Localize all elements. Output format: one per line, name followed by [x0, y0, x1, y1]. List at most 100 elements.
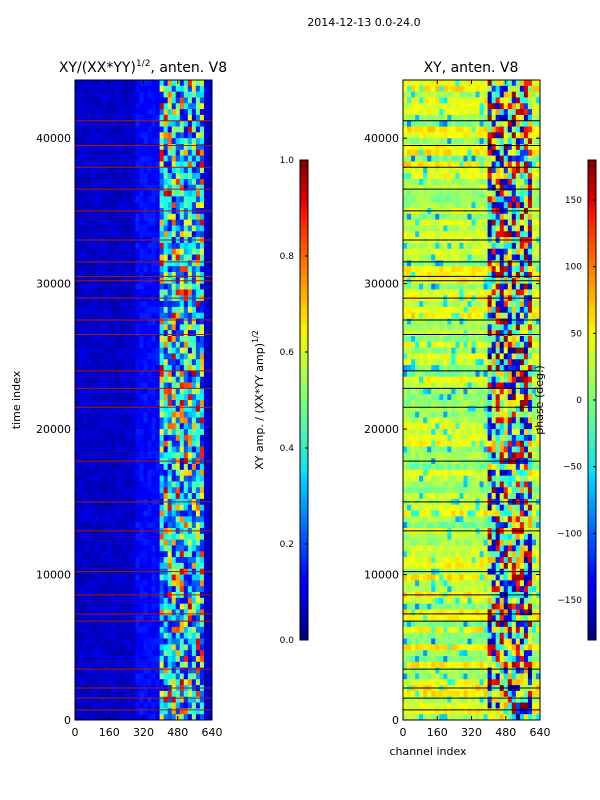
left-heatmap-cell [115, 85, 120, 93]
left-heatmap-cell [115, 400, 120, 407]
left-heatmap-cell [83, 562, 88, 570]
right-heatmap-cell [459, 109, 464, 116]
left-heatmap-cell [195, 696, 201, 703]
left-heatmap-cell [199, 405, 205, 413]
left-heatmap-cell [91, 411, 96, 418]
left-heatmap-cell [183, 376, 189, 383]
left-heatmap-cell [115, 126, 120, 133]
left-heatmap-cell [103, 586, 108, 593]
left-heatmap-cell [75, 679, 80, 686]
right-heatmap-cell [447, 184, 452, 191]
left-heatmap-cell [171, 283, 177, 290]
left-heatmap-cell [139, 225, 144, 232]
amplitude-colorbar-tick-label: 0.2 [280, 540, 294, 550]
left-heatmap-cell [191, 638, 197, 645]
left-heatmap-cell [131, 330, 136, 337]
left-heatmap-cell [195, 341, 201, 349]
left-heatmap-cell [123, 690, 128, 698]
left-heatmap-cell [107, 103, 112, 110]
left-heatmap-cell [79, 336, 84, 343]
left-heatmap-cell [95, 289, 100, 296]
left-heatmap-cell [91, 213, 96, 221]
right-heatmap-cell [407, 225, 412, 232]
right-heatmap-cell [423, 80, 428, 87]
right-heatmap-cell [471, 161, 476, 168]
left-heatmap-cell [83, 417, 88, 424]
left-heatmap-cell [191, 184, 197, 191]
left-heatmap-cell [171, 708, 177, 715]
left-heatmap-cell [131, 493, 136, 500]
left-heatmap-cell [115, 103, 120, 110]
left-heatmap-cell [179, 423, 185, 430]
left-heatmap-cell [195, 103, 201, 110]
left-heatmap-cell [103, 621, 108, 628]
left-heatmap-cell [143, 173, 148, 180]
left-heatmap-cell [191, 533, 197, 541]
left-heatmap-cell [171, 650, 177, 657]
left-heatmap-cell [151, 347, 156, 354]
left-heatmap-cell [207, 178, 212, 186]
right-heatmap-cell [419, 266, 424, 273]
left-heatmap-cell [79, 173, 84, 180]
left-heatmap-cell [155, 510, 161, 517]
left-heatmap-cell [75, 411, 80, 418]
left-heatmap-cell [159, 545, 165, 552]
left-heatmap-cell [199, 708, 205, 715]
right-heatmap-cell [531, 254, 537, 261]
left-heatmap-cell [171, 109, 177, 116]
left-heatmap-cell [167, 440, 173, 447]
left-heatmap-cell [75, 103, 80, 110]
left-heatmap-cell [147, 586, 152, 593]
left-heatmap-cell [183, 248, 189, 255]
left-heatmap-cell [91, 272, 96, 279]
left-heatmap-cell [147, 533, 152, 541]
left-heatmap-cell [183, 446, 189, 453]
right-heatmap-cell [503, 260, 509, 267]
right-heatmap-cell [459, 178, 464, 186]
left-heatmap-cell [203, 353, 209, 360]
left-heatmap-cell [151, 155, 156, 162]
left-heatmap-cell [203, 120, 209, 127]
left-heatmap-cell [147, 306, 152, 314]
left-heatmap-cell [179, 464, 185, 471]
left-heatmap-cell [171, 405, 177, 413]
left-heatmap-cell [151, 260, 156, 267]
left-heatmap-cell [75, 254, 80, 261]
right-heatmap-cell [475, 144, 480, 151]
right-heatmap-cell [407, 120, 412, 127]
right-heatmap-cell [435, 167, 440, 174]
left-heatmap-cell [175, 301, 181, 308]
left-heatmap-cell [111, 144, 116, 151]
left-heatmap-cell [123, 562, 128, 570]
left-heatmap-cell [135, 254, 140, 261]
right-heatmap-cell [443, 225, 448, 232]
left-heatmap-cell [155, 551, 161, 558]
left-heatmap-cell [155, 260, 161, 267]
right-heatmap-cell [507, 126, 513, 133]
left-heatmap-cell [159, 714, 165, 720]
left-heatmap-cell [95, 661, 100, 669]
left-heatmap-cell [159, 464, 165, 471]
right-heatmap-cell [463, 190, 468, 197]
left-heatmap-cell [143, 504, 148, 511]
left-heatmap-cell [163, 516, 169, 523]
left-heatmap-cell [91, 126, 96, 133]
left-heatmap-cell [107, 417, 112, 424]
left-heatmap-cell [83, 504, 88, 511]
left-heatmap-cell [159, 91, 165, 98]
left-heatmap-cell [131, 621, 136, 628]
left-heatmap-cell [151, 126, 156, 133]
right-heatmap-cell [491, 126, 497, 133]
right-heatmap-cell [407, 254, 412, 261]
left-heatmap-cell [127, 242, 132, 250]
left-heatmap-cell [87, 120, 92, 127]
left-heatmap-cell [131, 516, 136, 523]
left-heatmap-cell [199, 173, 205, 180]
left-heatmap-cell [123, 149, 128, 157]
right-heatmap-cell [523, 85, 529, 93]
right-heatmap-cell [443, 132, 448, 139]
left-heatmap-cell [79, 405, 84, 413]
right-heatmap-cell [507, 173, 513, 180]
left-heatmap-cell [127, 446, 132, 453]
left-heatmap-cell [111, 97, 116, 104]
